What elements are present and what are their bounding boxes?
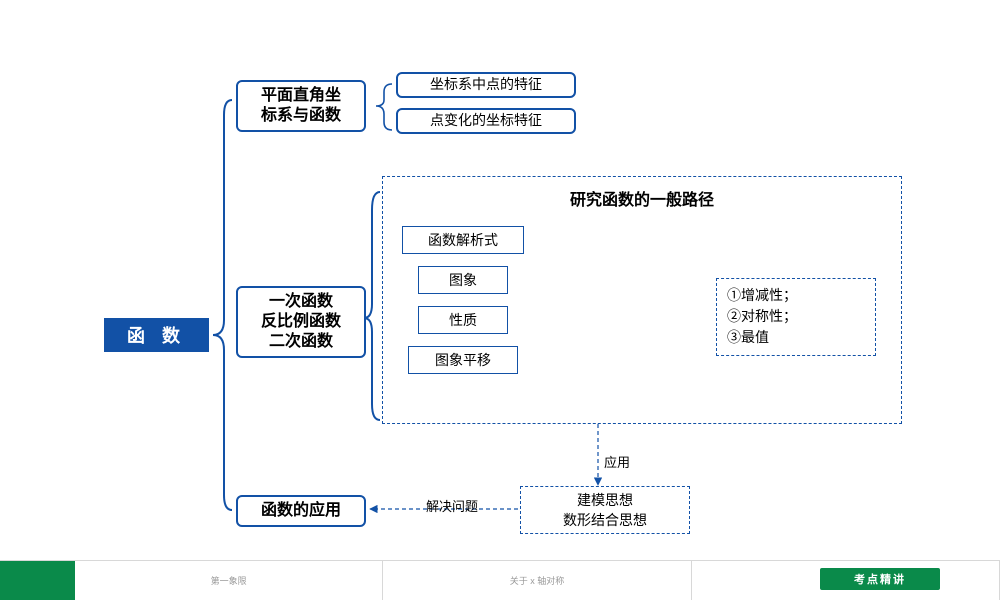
bottom-slot-2-label: 关于 x 轴对称 — [510, 574, 565, 587]
branch1-line2: 标系与函数 — [261, 106, 341, 126]
b1-child-1: 坐标系中点的特征 — [396, 72, 576, 98]
bottom-green-block — [0, 561, 75, 600]
kaodian-button[interactable]: 考点精讲 — [820, 568, 940, 590]
diagram-canvas: 函 数 平面直角坐 标系与函数 坐标系中点的特征 点变化的坐标特征 一次函数 反… — [0, 0, 1000, 600]
prop-line-1: ①增减性； — [727, 285, 865, 306]
branch-funcs: 一次函数 反比例函数 二次函数 — [236, 286, 366, 358]
branch-application: 函数的应用 — [236, 495, 366, 527]
branch3-line1: 函数的应用 — [261, 501, 341, 521]
bottom-strip: 第一象限 关于 x 轴对称 考点精讲 — [0, 560, 1000, 600]
prop-line-2: ②对称性； — [727, 306, 865, 327]
branch2-line2: 反比例函数 — [261, 312, 341, 332]
panel-item-1: 函数解析式 — [402, 226, 524, 254]
root-label: 函 数 — [127, 322, 186, 348]
b1-child-2-label: 点变化的坐标特征 — [430, 112, 542, 130]
root-node: 函 数 — [104, 318, 209, 352]
panel-title: 研究函数的一般路径 — [382, 186, 902, 210]
branch-coord-system: 平面直角坐 标系与函数 — [236, 80, 366, 132]
properties-box: ①增减性； ②对称性； ③最值 — [716, 278, 876, 356]
panel-item-4: 图象平移 — [408, 346, 518, 374]
application-label: 应用 — [604, 452, 630, 471]
b1-child-2: 点变化的坐标特征 — [396, 108, 576, 134]
bottom-slot-1-label: 第一象限 — [211, 574, 247, 587]
bottom-slot-2[interactable]: 关于 x 轴对称 — [383, 561, 691, 600]
panel-item-2: 图象 — [418, 266, 508, 294]
modeling-box: 建模思想 数形结合思想 — [520, 486, 690, 534]
branch1-line1: 平面直角坐 — [261, 86, 341, 106]
panel-item-3: 性质 — [418, 306, 508, 334]
prop-line-3: ③最值 — [727, 327, 865, 348]
branch2-line1: 一次函数 — [269, 292, 333, 312]
modeling-line-1: 建模思想 — [527, 491, 683, 511]
bottom-slot-1[interactable]: 第一象限 — [75, 561, 383, 600]
modeling-line-2: 数形结合思想 — [527, 511, 683, 531]
branch2-line3: 二次函数 — [269, 332, 333, 352]
solve-label: 解决问题 — [426, 496, 478, 515]
kaodian-button-label: 考点精讲 — [854, 571, 906, 587]
b1-child-1-label: 坐标系中点的特征 — [430, 76, 542, 94]
